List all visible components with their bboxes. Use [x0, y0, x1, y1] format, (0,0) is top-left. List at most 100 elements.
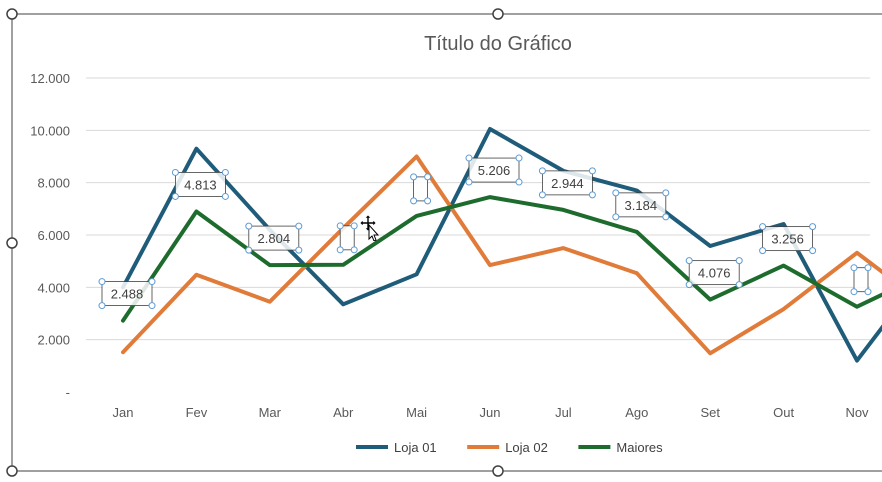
y-tick-label: -: [66, 385, 70, 400]
data-label-handle[interactable]: [809, 223, 817, 231]
data-label-handle[interactable]: [662, 213, 670, 221]
data-label-handle[interactable]: [538, 167, 546, 175]
x-tick-label: Jul: [555, 405, 572, 420]
data-label[interactable]: [850, 264, 872, 296]
data-label-handle[interactable]: [148, 302, 156, 310]
y-tick-label: 8.000: [37, 176, 70, 191]
data-label[interactable]: [410, 173, 432, 205]
data-label-text: 5.206: [478, 163, 511, 178]
data-label-handle[interactable]: [850, 264, 858, 272]
data-label[interactable]: 2.944: [538, 167, 596, 199]
data-label-handle[interactable]: [864, 288, 872, 296]
data-label-handle[interactable]: [350, 246, 358, 254]
data-label-handle[interactable]: [850, 288, 858, 296]
legend-entry[interactable]: Maiores: [616, 440, 663, 455]
data-label-handle[interactable]: [759, 223, 767, 231]
data-label-handle[interactable]: [538, 191, 546, 199]
data-label-handle[interactable]: [336, 222, 344, 230]
data-label[interactable]: 4.813: [171, 168, 229, 200]
gridlines: [86, 77, 870, 341]
series-line-maiores[interactable]: [121, 195, 882, 323]
data-label-handle[interactable]: [424, 173, 432, 181]
data-label-handle[interactable]: [350, 222, 358, 230]
data-label[interactable]: 5.206: [465, 154, 523, 186]
data-label-handle[interactable]: [864, 264, 872, 272]
data-label-text: 2.944: [551, 176, 584, 191]
data-label-box: [174, 172, 226, 197]
data-label-box: [468, 157, 520, 183]
y-tick-label: 6.000: [37, 228, 70, 243]
data-label-handle[interactable]: [295, 222, 303, 230]
data-label-text: 3.256: [771, 232, 804, 247]
data-label-handle[interactable]: [735, 257, 743, 265]
data-label-handle[interactable]: [662, 189, 670, 197]
data-label-handle[interactable]: [98, 278, 106, 286]
data-label-box: [542, 170, 593, 196]
data-label-handle[interactable]: [515, 154, 523, 162]
resize-handle[interactable]: [492, 8, 504, 20]
data-label[interactable]: 2.804: [245, 222, 303, 254]
data-label-handle[interactable]: [759, 247, 767, 255]
resize-handle[interactable]: [6, 465, 18, 477]
chart-title[interactable]: Título do Gráfico: [424, 33, 572, 55]
y-tick-label: 4.000: [37, 280, 70, 295]
resize-handles[interactable]: [6, 8, 504, 477]
resize-handle[interactable]: [6, 8, 18, 20]
data-label-box: [101, 281, 153, 306]
data-label-handle[interactable]: [171, 168, 179, 176]
data-label-box: [688, 260, 740, 286]
data-label-handle[interactable]: [735, 281, 743, 289]
data-label-handle[interactable]: [245, 222, 253, 230]
data-label-handle[interactable]: [245, 246, 253, 254]
resize-handle[interactable]: [492, 465, 504, 477]
resize-handle[interactable]: [6, 237, 18, 249]
x-tick-label: Set: [700, 405, 720, 420]
legend-entry[interactable]: Loja 01: [394, 440, 437, 455]
data-label[interactable]: [336, 222, 358, 254]
data-label-handle[interactable]: [612, 213, 620, 221]
data-label-handle[interactable]: [465, 154, 473, 162]
data-label-handle[interactable]: [685, 257, 693, 265]
data-label[interactable]: 4.076: [685, 257, 743, 289]
data-label-handle[interactable]: [685, 281, 693, 289]
data-label-box: [615, 192, 667, 218]
data-label[interactable]: 3.184: [612, 189, 670, 221]
data-label-handle[interactable]: [148, 278, 156, 286]
data-label-handle[interactable]: [465, 178, 473, 186]
y-tick-label: 12.000: [30, 71, 70, 86]
data-label-handle[interactable]: [410, 173, 418, 181]
data-label-handle[interactable]: [809, 247, 817, 255]
data-label-handle[interactable]: [424, 197, 432, 205]
data-label-handle[interactable]: [295, 246, 303, 254]
data-label-box: [762, 226, 813, 252]
data-label-handle[interactable]: [515, 178, 523, 186]
data-label-text: 2.488: [111, 287, 144, 302]
data-label-handle[interactable]: [171, 192, 179, 200]
x-tick-label: Mai: [406, 405, 427, 420]
x-tick-label: Abr: [333, 405, 354, 420]
x-tick-label: Ago: [625, 405, 648, 420]
x-tick-label: Fev: [186, 405, 208, 420]
y-tick-label: 10.000: [30, 123, 70, 138]
data-label-handle[interactable]: [98, 302, 106, 310]
data-label-handle[interactable]: [588, 191, 596, 199]
data-label-handle[interactable]: [221, 168, 229, 176]
y-axis-ticks: - 2.000 4.000 6.000 8.000 10.000 12.000: [30, 71, 70, 400]
data-label[interactable]: 3.256: [759, 223, 817, 255]
data-label-handle[interactable]: [588, 167, 596, 175]
data-label-box: [853, 267, 869, 293]
data-label[interactable]: 2.488: [98, 278, 156, 310]
data-label-handle[interactable]: [612, 189, 620, 197]
data-label-text: 2.804: [258, 231, 291, 246]
data-label-text: 3.184: [625, 198, 658, 213]
data-labels[interactable]: 2.488 4.813 2.804 5.206 2.944 3.184 4.076 3.256: [98, 154, 872, 310]
data-label-handle[interactable]: [336, 246, 344, 254]
x-tick-label: Nov: [845, 405, 869, 420]
legend-entry[interactable]: Loja 02: [505, 440, 548, 455]
legend[interactable]: Loja 01 Loja 02 Maiores: [356, 440, 663, 455]
series-line-loja-02[interactable]: [121, 154, 882, 356]
data-label-handle[interactable]: [221, 192, 229, 200]
data-label-handle[interactable]: [410, 197, 418, 205]
